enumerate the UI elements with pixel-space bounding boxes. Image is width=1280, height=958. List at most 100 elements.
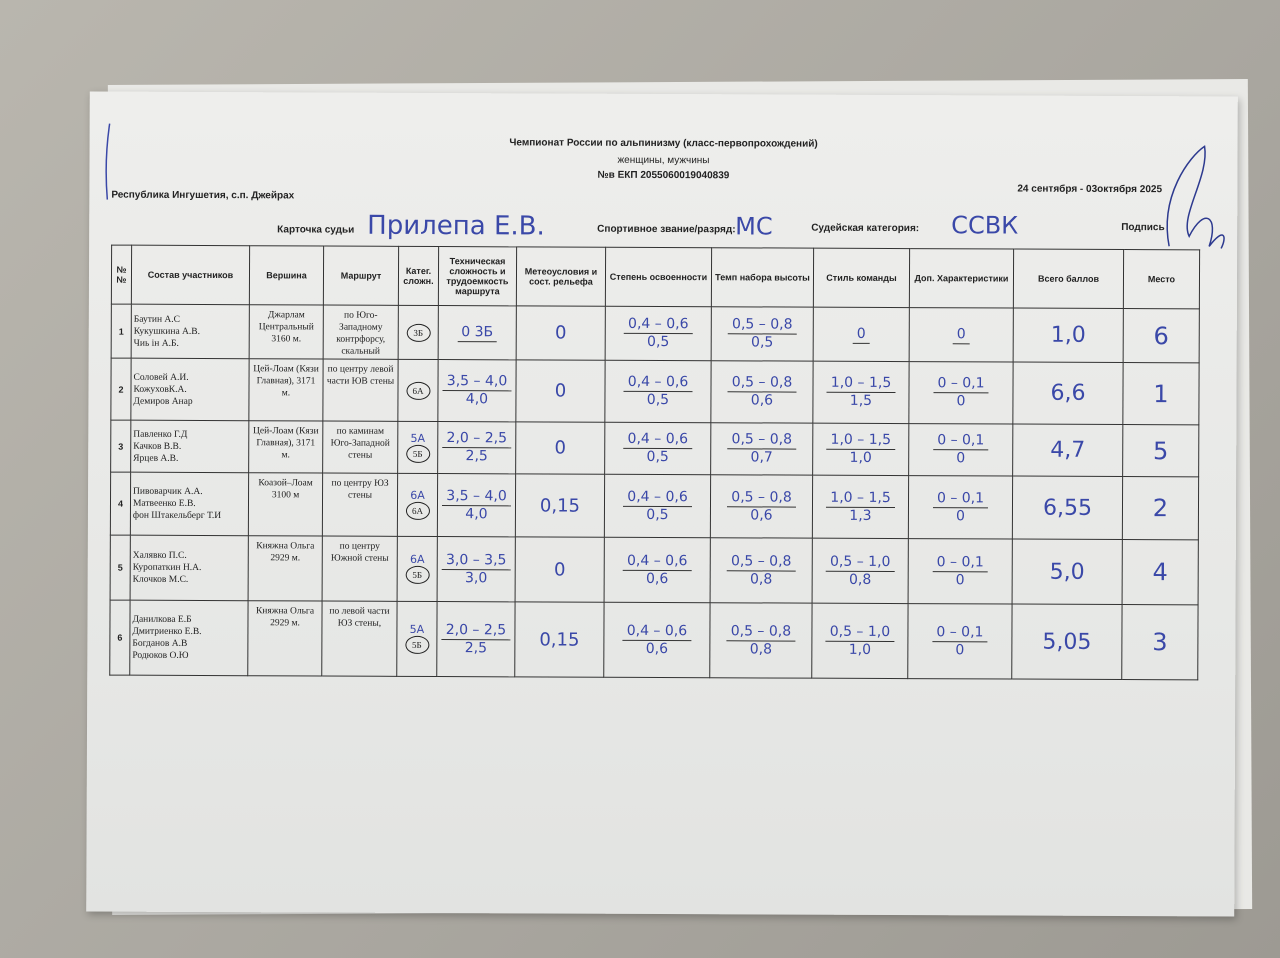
doc-subtitle: женщины, мужчины	[617, 154, 710, 167]
handwritten-score: 0 – 0,1 0	[932, 623, 988, 659]
style-cell: 1,0 – 1,5 1,0	[812, 423, 909, 476]
meteo-cell: 0,15	[515, 473, 605, 538]
participant: Баутин А.С	[133, 314, 181, 325]
table-row: 4 Пивоварчик А.А. Матвеенко Е.В. фон Штаке…	[110, 472, 1199, 540]
team-cell: Пивоварчик А.А. Матвеенко Е.В. фон Штакель…	[130, 472, 249, 536]
meteo-cell: 0	[515, 421, 605, 475]
team-cell: Павленко Г.Д Качков В.В. Ярцев А.В.	[130, 420, 249, 473]
tech-cell: 2,0 – 2,5 2,5	[436, 601, 516, 677]
team-cell: Баутин А.С Кукушкина А.В. Чиь ін А.Б.	[131, 304, 250, 359]
category-badge: 5Б	[405, 444, 430, 463]
category-badge: 3Б	[406, 323, 431, 342]
total-cell: 4,7	[1012, 424, 1123, 477]
column-header: Стиль команды	[813, 248, 910, 308]
table-row: 5 Халявко П.С. Куропаткин Н.А. Клочков М.С…	[110, 535, 1199, 605]
osv-cell: 0,4 – 0,6 0,6	[604, 537, 711, 603]
table-row: 2 Соловей А.И. КожуховК.А. Демиров Анар Це…	[110, 358, 1200, 425]
place-cell: 3	[1121, 604, 1199, 680]
table-row: 1 Баутин А.С Кукушкина А.В. Чиь ін А.Б. Дж…	[111, 304, 1200, 363]
total-cell: 5,0	[1012, 539, 1123, 605]
peak-cell: Коазой–Лоам 3100 м	[248, 472, 323, 537]
column-header: Всего баллов	[1013, 249, 1124, 309]
participant: Халявко П.С.	[132, 550, 187, 561]
style-cell: 0,5 – 1,0 0,8	[812, 538, 909, 604]
place-cell: 1	[1122, 362, 1200, 425]
participant: Ярцев А.В.	[133, 453, 179, 464]
column-header: Доп. Характеристики	[909, 248, 1014, 309]
judge-card-label: Карточка судьи	[277, 224, 355, 236]
column-header: Темп набора высоты	[711, 247, 814, 308]
column-header: Вершина	[249, 245, 324, 306]
handwritten-score: 0,5 – 0,8 0,7	[727, 431, 797, 466]
participant: Куропаткин Н.А.	[132, 562, 202, 573]
tech-cell: 3,5 – 4,0 4,0	[437, 359, 517, 422]
category-note: 6А	[409, 552, 425, 566]
category-cell: 3Б	[398, 305, 439, 360]
style-cell: 1,0 – 1,5 1,3	[812, 475, 909, 539]
participant: фон Штакельберг Т.И	[132, 510, 222, 522]
peak-cell: Цей-Лоам (Кязи Главная), 3171 м.	[248, 358, 324, 422]
dop-cell: 0 – 0,1 0	[907, 603, 1013, 680]
osv-cell: 0,4 – 0,6 0,5	[604, 474, 711, 538]
osv-cell: 0,4 – 0,6 0,5	[604, 360, 712, 423]
temp-cell: 0,5 – 0,8 0,6	[710, 474, 813, 539]
temp-cell: 0,5 – 0,8 0,5	[711, 306, 814, 362]
dates: 24 сентября - 03октября 2025	[1017, 183, 1163, 196]
doc-title: Чемпионат России по альпинизму (класс-пе…	[509, 137, 818, 150]
meteo-cell: 0	[515, 359, 606, 423]
participant: Чиь ін А.Б.	[133, 338, 179, 349]
participant: Матвеенко Е.В.	[132, 498, 196, 509]
total-cell: 5,05	[1011, 604, 1123, 680]
column-header: Место	[1123, 249, 1200, 309]
handwritten-score: 0,5 – 0,8 0,5	[728, 316, 797, 351]
category-cell: 5А 5Б	[397, 421, 438, 474]
row-number: 2	[110, 358, 132, 421]
route-cell: по центру левой части ЮВ стены	[322, 359, 399, 422]
column-header: Техническая сложность и трудоемкость мар…	[438, 246, 517, 306]
results-table: №№ Состав участников Вершина Маршрут Катег. …	[109, 245, 1200, 681]
participant: Демиров Анар	[133, 396, 193, 407]
row-number: 4	[110, 472, 131, 536]
temp-cell: 0,5 – 0,8 0,7	[710, 422, 813, 476]
category-cell: 6А 5Б	[397, 536, 438, 602]
handwritten-score: 0,4 – 0,6 0,5	[623, 430, 693, 466]
location: Республика Ингушетия, с.п. Джейрах	[111, 189, 295, 202]
handwritten-score: 0 – 0,1 0	[933, 432, 989, 467]
handwritten-score: 0	[852, 325, 870, 344]
handwritten-score: 0,5 – 0,8 0,8	[726, 552, 796, 588]
handwritten-score: 0,5 – 0,8 0,8	[726, 622, 796, 658]
temp-cell: 0,5 – 0,8 0,8	[710, 537, 813, 604]
handwritten-score: 0 – 0,1 0	[933, 375, 989, 410]
place-cell: 5	[1122, 424, 1199, 477]
route-cell: по центру ЮЗ стены	[322, 473, 398, 537]
team-cell: Данилкова Е.Б Дмитриенко Е.В. Богданов А.В…	[129, 600, 249, 676]
team-cell: Халявко П.С. Куропаткин Н.А. Клочков М.С.	[130, 535, 249, 601]
table-row: 6 Данилкова Е.Б Дмитриенко Е.В. Богданов А…	[109, 600, 1199, 680]
osv-cell: 0,4 – 0,6 0,5	[604, 422, 711, 475]
participant: Качков В.В.	[133, 441, 182, 452]
category-value: ССВК	[951, 211, 1019, 240]
header-row: №№ Состав участников Вершина Маршрут Катег. …	[111, 245, 1200, 309]
category-badge: 6А	[405, 501, 430, 520]
style-cell: 1,0 – 1,5 1,5	[812, 361, 910, 424]
column-header: №№	[111, 245, 132, 305]
margin-pen-mark	[105, 123, 111, 200]
total-cell: 6,6	[1012, 362, 1124, 425]
category-cell: 5А 5Б	[396, 601, 438, 677]
style-cell: 0	[813, 307, 910, 362]
team-cell: Соловей А.И. КожуховК.А. Демиров Анар	[130, 358, 250, 421]
peak-cell: Цей-Лоам (Кязи Главная), 3171 м.	[248, 420, 323, 474]
participant: Пивоварчик А.А.	[133, 486, 203, 497]
dop-cell: 0 – 0,1 0	[908, 361, 1014, 425]
handwritten-score: 0,4 – 0,6 0,5	[624, 315, 693, 351]
category-badge: 5Б	[405, 565, 430, 584]
meteo-cell: 0	[515, 536, 605, 603]
category-cell: 6А	[397, 359, 439, 422]
column-header: Состав участников	[131, 245, 250, 305]
temp-cell: 0,5 – 0,8 0,6	[710, 360, 814, 424]
peak-cell: Княжна Ольга 2929 м.	[248, 535, 323, 602]
handwritten-score: 0,4 – 0,6 0,6	[622, 552, 692, 587]
dop-cell: 0 – 0,1 0	[908, 423, 1013, 477]
handwritten-score: 1,0 – 1,5 1,5	[826, 374, 896, 410]
handwritten-score: 1,0 – 1,5 1,0	[826, 431, 896, 467]
